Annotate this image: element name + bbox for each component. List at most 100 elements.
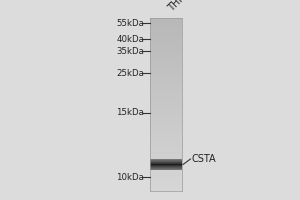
Bar: [150, 116, 182, 117]
Bar: [150, 69, 182, 70]
Bar: [150, 107, 182, 108]
Bar: [150, 124, 182, 125]
Bar: [150, 186, 182, 187]
Bar: [150, 129, 182, 130]
Bar: [150, 49, 182, 50]
Bar: [150, 188, 182, 189]
Bar: [150, 35, 182, 36]
Bar: [150, 95, 182, 96]
Bar: [150, 86, 182, 87]
Bar: [150, 163, 182, 164]
Bar: [150, 54, 182, 55]
Bar: [150, 164, 182, 165]
Bar: [150, 161, 182, 162]
Bar: [150, 150, 182, 151]
Bar: [150, 58, 182, 59]
Bar: [150, 79, 182, 80]
Bar: [150, 163, 182, 164]
Bar: [150, 113, 182, 114]
Bar: [150, 142, 182, 143]
Bar: [150, 50, 182, 51]
Bar: [150, 58, 182, 59]
Bar: [150, 149, 182, 150]
Bar: [150, 21, 182, 22]
Bar: [150, 148, 182, 149]
Bar: [150, 45, 182, 46]
Bar: [150, 169, 182, 170]
Bar: [150, 62, 182, 63]
Bar: [150, 28, 182, 29]
Bar: [150, 166, 182, 167]
Bar: [150, 103, 182, 104]
Bar: [150, 24, 182, 25]
Bar: [150, 171, 182, 172]
Bar: [150, 66, 182, 67]
Bar: [150, 52, 182, 53]
Bar: [150, 156, 182, 157]
Bar: [150, 149, 182, 150]
Bar: [150, 35, 182, 36]
Bar: [150, 93, 182, 94]
Bar: [150, 160, 182, 161]
Text: THP-1: THP-1: [167, 0, 194, 13]
Bar: [150, 158, 182, 159]
Bar: [150, 88, 182, 89]
Bar: [150, 25, 182, 26]
Bar: [150, 27, 182, 28]
Bar: [150, 73, 182, 74]
Bar: [150, 131, 182, 132]
Bar: [150, 155, 182, 156]
Bar: [150, 137, 182, 138]
Bar: [150, 167, 182, 168]
Bar: [150, 121, 182, 122]
Text: 35kDa: 35kDa: [116, 46, 144, 55]
Bar: [150, 166, 182, 167]
Bar: [150, 36, 182, 37]
Bar: [150, 181, 182, 182]
Text: 40kDa: 40kDa: [116, 34, 144, 44]
Bar: [150, 30, 182, 31]
Bar: [150, 44, 182, 45]
Bar: [150, 104, 182, 105]
Bar: [150, 168, 182, 169]
Bar: [150, 165, 182, 166]
Bar: [150, 99, 182, 100]
Bar: [150, 172, 182, 173]
Bar: [150, 24, 182, 25]
Bar: [150, 31, 182, 32]
Bar: [150, 65, 182, 66]
Bar: [150, 164, 182, 165]
Bar: [150, 82, 182, 83]
Bar: [150, 102, 182, 103]
Bar: [150, 99, 182, 100]
Bar: [150, 68, 182, 69]
Bar: [150, 153, 182, 154]
Bar: [150, 164, 182, 165]
Bar: [150, 134, 182, 135]
Bar: [150, 48, 182, 49]
Bar: [150, 89, 182, 90]
Bar: [150, 80, 182, 81]
Bar: [150, 112, 182, 113]
Bar: [150, 107, 182, 108]
Bar: [150, 187, 182, 188]
Bar: [150, 170, 182, 171]
Bar: [150, 81, 182, 82]
Bar: [150, 77, 182, 78]
Text: CSTA: CSTA: [192, 154, 217, 164]
Bar: [150, 160, 182, 161]
Bar: [150, 54, 182, 55]
Bar: [150, 55, 182, 56]
Bar: [150, 175, 182, 176]
Bar: [150, 148, 182, 149]
Bar: [150, 72, 182, 73]
Bar: [150, 161, 182, 162]
Bar: [150, 189, 182, 190]
Bar: [150, 101, 182, 102]
Bar: [150, 103, 182, 104]
Bar: [150, 185, 182, 186]
Bar: [150, 168, 182, 169]
Bar: [150, 162, 182, 163]
Bar: [150, 182, 182, 183]
Bar: [150, 128, 182, 129]
